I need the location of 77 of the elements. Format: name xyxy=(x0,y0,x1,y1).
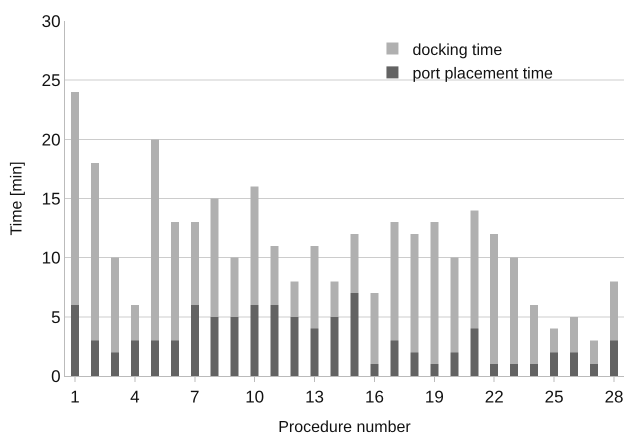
bar xyxy=(450,352,458,376)
bar xyxy=(70,305,79,376)
bar xyxy=(210,316,219,376)
bar xyxy=(170,222,179,340)
bar xyxy=(310,328,319,376)
bar xyxy=(350,293,358,376)
bar xyxy=(610,340,618,376)
bar xyxy=(430,222,438,364)
bar xyxy=(150,139,159,340)
x-tick-label: 1 xyxy=(70,387,80,406)
bar xyxy=(490,234,498,364)
bar xyxy=(190,222,199,305)
y-tick-label: 10 xyxy=(42,248,61,268)
bar xyxy=(530,305,538,364)
bar xyxy=(110,352,119,376)
bar xyxy=(390,340,398,376)
y-axis-title: Time [min] xyxy=(8,161,26,236)
bar xyxy=(470,328,478,376)
bar xyxy=(450,258,458,352)
x-tick-label: 19 xyxy=(424,387,444,406)
x-tick-label: 4 xyxy=(130,387,140,406)
bar xyxy=(270,246,279,305)
y-tick-label: 15 xyxy=(42,189,61,208)
x-tick-label: 13 xyxy=(305,387,324,406)
y-tick-label: 30 xyxy=(42,12,61,31)
bar xyxy=(430,364,438,376)
bar xyxy=(290,281,299,317)
bar xyxy=(470,210,478,329)
bar xyxy=(590,364,598,376)
bar xyxy=(330,316,339,376)
bar xyxy=(370,364,378,376)
bar xyxy=(190,305,199,376)
bar xyxy=(270,305,279,376)
bar xyxy=(350,234,358,294)
bar xyxy=(410,234,418,352)
x-tick-label: 7 xyxy=(190,387,200,406)
y-tick-label: 25 xyxy=(42,71,61,90)
bar xyxy=(510,258,518,364)
bar xyxy=(210,198,219,317)
bar xyxy=(550,328,558,352)
bar xyxy=(330,281,339,317)
bar xyxy=(570,352,578,376)
bar xyxy=(610,281,618,340)
bar xyxy=(590,340,598,364)
y-tick-label: 5 xyxy=(51,308,61,327)
x-tick-label: 25 xyxy=(544,387,564,406)
bar xyxy=(110,258,119,352)
bar xyxy=(250,305,259,376)
bar xyxy=(390,222,398,340)
bar xyxy=(130,340,139,376)
legend-label: docking time xyxy=(412,42,502,59)
x-tick-label: 28 xyxy=(604,387,624,406)
bar xyxy=(410,352,418,376)
bar xyxy=(90,163,99,340)
bar xyxy=(70,92,79,305)
bar xyxy=(490,364,498,376)
x-tick-label: 16 xyxy=(364,387,384,406)
y-tick-label: 0 xyxy=(51,366,61,386)
bar xyxy=(170,340,179,376)
bar xyxy=(570,316,578,352)
x-tick-label: 10 xyxy=(245,387,264,406)
bar xyxy=(550,352,558,376)
y-tick-label: 20 xyxy=(42,130,61,150)
bar xyxy=(370,293,378,364)
bar xyxy=(530,364,538,376)
legend-label: port placement time xyxy=(412,66,554,83)
x-axis-title: Procedure number xyxy=(278,419,412,436)
bar xyxy=(310,246,319,329)
bar xyxy=(150,340,159,376)
bar xyxy=(230,258,239,317)
bar xyxy=(90,340,99,376)
bar xyxy=(250,186,259,305)
bar xyxy=(130,305,139,340)
x-tick-label: 22 xyxy=(484,387,504,406)
bar xyxy=(230,316,239,376)
bar xyxy=(510,364,518,376)
bar xyxy=(290,316,299,376)
